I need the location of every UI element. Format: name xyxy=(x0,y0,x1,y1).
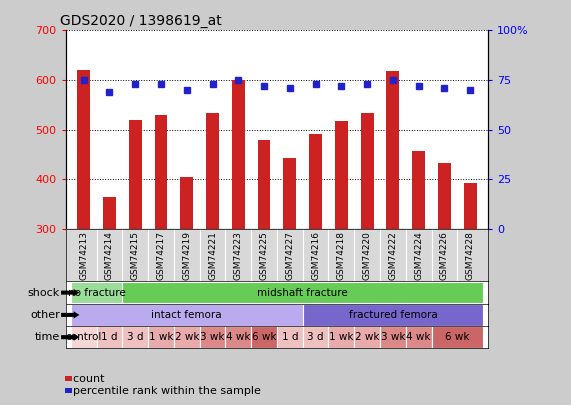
Text: GSM74215: GSM74215 xyxy=(131,231,140,280)
Bar xyxy=(464,183,477,229)
Bar xyxy=(361,113,373,229)
Bar xyxy=(380,326,406,348)
Text: percentile rank within the sample: percentile rank within the sample xyxy=(66,386,260,396)
Bar xyxy=(412,151,425,229)
Text: 1 d: 1 d xyxy=(282,332,298,342)
Text: 1 d: 1 d xyxy=(101,332,118,342)
Text: GSM74226: GSM74226 xyxy=(440,231,449,280)
Text: 1 wk: 1 wk xyxy=(148,332,173,342)
Text: time: time xyxy=(35,332,60,342)
Text: GSM74225: GSM74225 xyxy=(260,231,268,280)
Bar xyxy=(122,326,148,348)
Text: 3 d: 3 d xyxy=(307,332,324,342)
Text: GSM74217: GSM74217 xyxy=(156,231,166,280)
Bar xyxy=(71,304,303,326)
Bar xyxy=(103,196,116,229)
Text: no fracture: no fracture xyxy=(68,288,126,298)
Text: GSM74213: GSM74213 xyxy=(79,231,88,280)
Bar xyxy=(200,326,226,348)
Text: 2 wk: 2 wk xyxy=(175,332,199,342)
Bar xyxy=(226,326,251,348)
Bar xyxy=(258,139,271,229)
Bar xyxy=(148,326,174,348)
Bar xyxy=(180,177,193,229)
Text: 4 wk: 4 wk xyxy=(226,332,251,342)
Bar xyxy=(251,326,277,348)
Bar xyxy=(71,282,122,303)
Text: GSM74218: GSM74218 xyxy=(337,231,346,280)
Text: GSM74216: GSM74216 xyxy=(311,231,320,280)
Bar xyxy=(303,326,328,348)
Text: GSM74221: GSM74221 xyxy=(208,231,217,280)
Bar xyxy=(277,326,303,348)
Bar xyxy=(328,326,354,348)
Bar xyxy=(432,326,483,348)
Text: 3 wk: 3 wk xyxy=(381,332,405,342)
Bar xyxy=(387,71,399,229)
Text: GSM74219: GSM74219 xyxy=(182,231,191,280)
Text: fractured femora: fractured femora xyxy=(348,310,437,320)
Bar xyxy=(96,326,122,348)
Bar xyxy=(303,304,483,326)
Text: GSM74223: GSM74223 xyxy=(234,231,243,280)
Bar xyxy=(155,115,167,229)
Bar xyxy=(354,326,380,348)
Text: control: control xyxy=(66,332,102,342)
Text: shock: shock xyxy=(28,288,60,298)
Bar xyxy=(309,134,322,229)
Bar xyxy=(232,80,245,229)
Bar xyxy=(174,326,200,348)
Bar xyxy=(438,163,451,229)
Text: GSM74227: GSM74227 xyxy=(286,231,294,280)
Text: 4 wk: 4 wk xyxy=(407,332,431,342)
Text: midshaft fracture: midshaft fracture xyxy=(258,288,348,298)
Bar xyxy=(122,282,483,303)
Text: count: count xyxy=(66,374,104,384)
Text: GSM74220: GSM74220 xyxy=(363,231,372,280)
Text: other: other xyxy=(30,310,60,320)
Bar xyxy=(129,119,142,229)
Text: intact femora: intact femora xyxy=(151,310,222,320)
Bar xyxy=(406,326,432,348)
Bar xyxy=(71,326,96,348)
Bar xyxy=(283,158,296,229)
Text: 1 wk: 1 wk xyxy=(329,332,353,342)
Text: GDS2020 / 1398619_at: GDS2020 / 1398619_at xyxy=(60,14,222,28)
Text: GSM74228: GSM74228 xyxy=(466,231,475,280)
Text: 3 d: 3 d xyxy=(127,332,143,342)
Bar xyxy=(77,70,90,229)
Bar xyxy=(206,113,219,229)
Text: GSM74214: GSM74214 xyxy=(105,231,114,280)
Text: 6 wk: 6 wk xyxy=(445,332,469,342)
Text: 6 wk: 6 wk xyxy=(252,332,276,342)
Text: 2 wk: 2 wk xyxy=(355,332,379,342)
Text: GSM74222: GSM74222 xyxy=(388,231,397,280)
Bar xyxy=(335,121,348,229)
Text: GSM74224: GSM74224 xyxy=(414,231,423,280)
Text: 3 wk: 3 wk xyxy=(200,332,225,342)
